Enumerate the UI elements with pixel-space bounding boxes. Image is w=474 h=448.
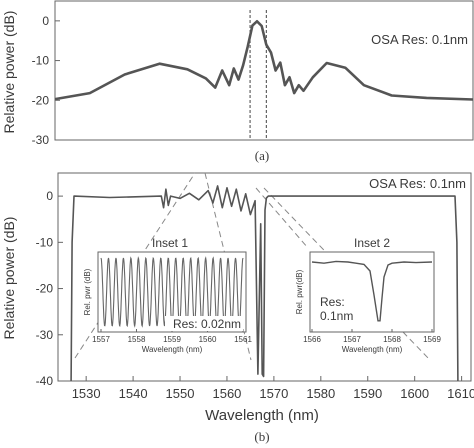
inset1-xtick-label: 1558	[128, 335, 146, 344]
inset2-xtick-label: 1566	[303, 335, 321, 344]
panel-b: 0-10-20-30-40 1530 1540 1550 1560 1570 1580 15…	[1, 172, 474, 444]
inset2-annotation: Res: 0.1nm	[320, 295, 353, 323]
inset2-xtick-label: 1569	[423, 335, 441, 344]
inset2-title: Inset 2	[354, 236, 390, 250]
inset1-title: Inset 1	[152, 236, 188, 250]
panel-b-ytick-label: -10	[36, 235, 54, 249]
inset2-ylabel: Rel. pwr(dB)	[295, 269, 304, 314]
inset2-guide-left	[255, 187, 309, 249]
panel-a-ytick-label: 0	[42, 14, 49, 28]
inset2-annotation-line2: 0.1nm	[320, 309, 353, 323]
panel-b-xtick-label: 1580	[306, 386, 335, 401]
inset2-notch-line	[311, 260, 433, 322]
panel-a-ytick-label: -30	[32, 133, 50, 147]
panel-b-ylabel: Relative power (dB)	[1, 217, 17, 340]
panel-a-frame	[54, 0, 474, 141]
panel-b-y-ticks: 0 -10 -20 -30 -40	[36, 189, 63, 388]
panel-a-ylabel: Relative power (dB)	[1, 11, 17, 134]
panel-b-ytick-label: -20	[36, 282, 54, 296]
panel-a-spectrum-line	[54, 20, 474, 101]
panel-b-ytick-label: -40	[36, 374, 54, 388]
panel-b-xtick-label: 1590	[353, 386, 382, 401]
inset1-xtick-label: 1560	[199, 335, 217, 344]
panel-b-annotation: OSA Res: 0.1nm	[369, 176, 466, 191]
inset2-annotation-line1: Res:	[320, 295, 345, 309]
panel-b-xtick-label: 1550	[166, 386, 195, 401]
panel-b-spectrum-line	[70, 185, 459, 382]
panel-b-xtick-label: 1560	[212, 386, 241, 401]
panel-b-xtick-label: 1600	[400, 386, 429, 401]
inset2-xlabel: Wavelength (nm)	[342, 345, 403, 354]
inset1-ylabel: Rel. pwr (dB)	[83, 268, 92, 315]
panel-b-x-ticks: 1530 1540 1550 1560 1570 1580 1590 1600 1610	[72, 376, 474, 401]
panel-a: 0 -10 -20 -30 OSA Res: 0.1nm Relative power…	[1, 0, 474, 163]
panel-b-label: (b)	[254, 429, 269, 444]
panel-a-ytick-label: -20	[32, 93, 50, 107]
inset2-frame	[309, 251, 435, 333]
panel-b-xtick-label: 1570	[259, 386, 288, 401]
inset1-xtick-label: 1559	[163, 335, 181, 344]
inset1-xlabel: Wavelength (nm)	[142, 345, 203, 354]
panel-b-ytick-label: -30	[36, 328, 54, 342]
inset-2: Inset 2 1566 1567 1568 1569 Rel. pwr(dB) Wa…	[295, 236, 441, 354]
inset-1: Inset 1 1557 1558 1559 1560 1561 Rel. pwr (d…	[83, 236, 252, 354]
inset1-annotation: Res: 0.02nm	[173, 317, 241, 331]
panel-a-ytick-label: -10	[32, 54, 50, 68]
inset1-xtick-label: 1557	[92, 335, 110, 344]
panel-a-y-ticks: 0 -10 -20 -30	[32, 14, 60, 147]
panel-b-xlabel: Wavelength (nm)	[205, 407, 319, 424]
panel-b-frame	[57, 172, 472, 382]
inset1-annotation-bg	[165, 316, 243, 331]
panel-b-xtick-label: 1610	[447, 386, 474, 401]
panel-a-annotation: OSA Res: 0.1nm	[371, 32, 468, 47]
panel-b-xtick-label: 1530	[72, 386, 101, 401]
panel-b-xtick-label: 1540	[119, 386, 148, 401]
inset2-xtick-label: 1567	[343, 335, 361, 344]
panel-b-ytick-label: 0	[46, 189, 53, 203]
inset1-xtick-label: 1561	[234, 335, 252, 344]
inset2-x-ticks: 1566 1567 1568 1569	[303, 329, 441, 344]
inset2-xtick-label: 1568	[383, 335, 401, 344]
panel-a-label: (a)	[255, 148, 269, 163]
